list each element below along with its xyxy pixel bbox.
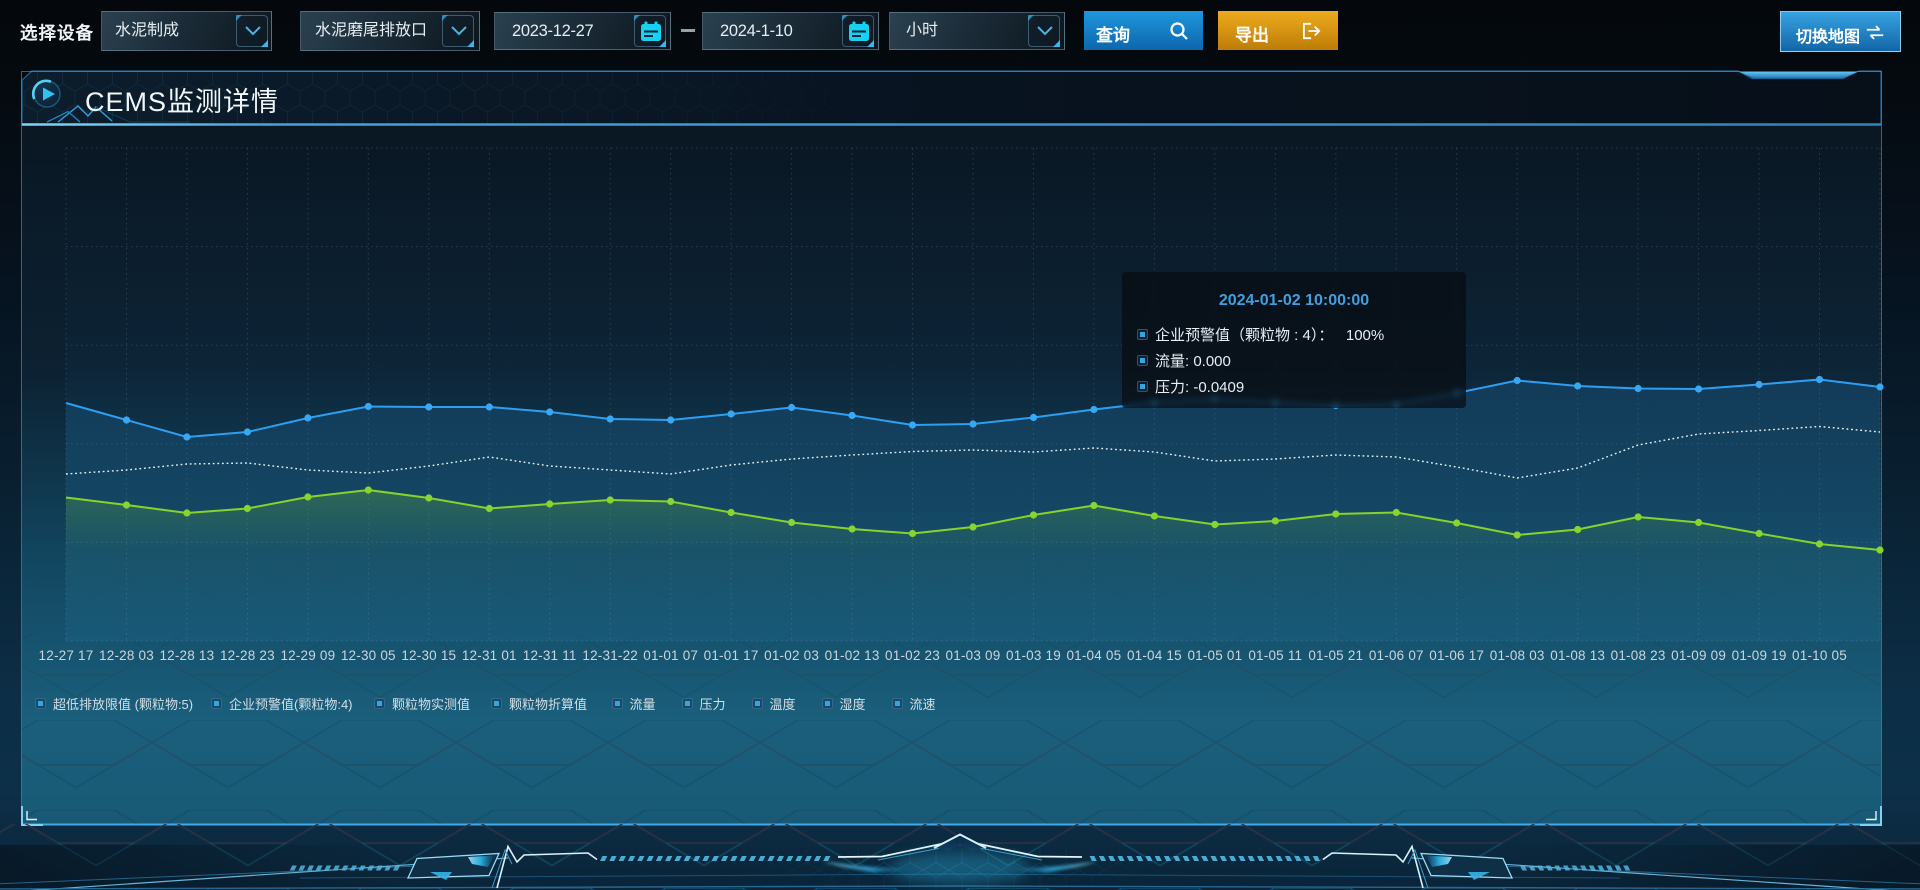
svg-text:01-03 09: 01-03 09 (946, 648, 1001, 663)
svg-text:01-10 05: 01-10 05 (1792, 648, 1847, 663)
svg-text:01-05 11: 01-05 11 (1248, 648, 1302, 663)
svg-text:01-06 17: 01-06 17 (1429, 648, 1484, 663)
svg-text:12-30 05: 12-30 05 (341, 648, 396, 663)
svg-text:01-02 13: 01-02 13 (825, 648, 880, 663)
svg-text:12-28 13: 12-28 13 (159, 648, 214, 663)
svg-text:01-08 03: 01-08 03 (1490, 648, 1545, 663)
svg-text:01-02 23: 01-02 23 (885, 648, 940, 663)
svg-text:01-02 03: 01-02 03 (764, 648, 819, 663)
svg-text:12-30 15: 12-30 15 (401, 648, 456, 663)
svg-text:01-01 07: 01-01 07 (643, 648, 698, 663)
svg-text:01-05 21: 01-05 21 (1308, 648, 1363, 663)
svg-text:01-08 23: 01-08 23 (1611, 648, 1666, 663)
svg-text:01-08 13: 01-08 13 (1550, 648, 1605, 663)
svg-text:12-31 11: 12-31 11 (523, 648, 577, 663)
svg-text:01-09 09: 01-09 09 (1671, 648, 1726, 663)
svg-text:01-01 17: 01-01 17 (704, 648, 759, 663)
svg-text:12-31-22: 12-31-22 (582, 648, 638, 663)
svg-text:01-04 05: 01-04 05 (1066, 648, 1121, 663)
svg-text:12-28 23: 12-28 23 (220, 648, 275, 663)
svg-text:01-09 19: 01-09 19 (1732, 648, 1787, 663)
svg-text:12-28 03: 12-28 03 (99, 648, 154, 663)
svg-text:12-31 01: 12-31 01 (462, 648, 517, 663)
svg-text:01-06 07: 01-06 07 (1369, 648, 1424, 663)
svg-text:01-04 15: 01-04 15 (1127, 648, 1182, 663)
svg-text:01-05 01: 01-05 01 (1187, 648, 1242, 663)
svg-text:01-03 19: 01-03 19 (1006, 648, 1061, 663)
svg-text:12-27 17: 12-27 17 (39, 648, 94, 663)
svg-text:12-29 09: 12-29 09 (280, 648, 335, 663)
